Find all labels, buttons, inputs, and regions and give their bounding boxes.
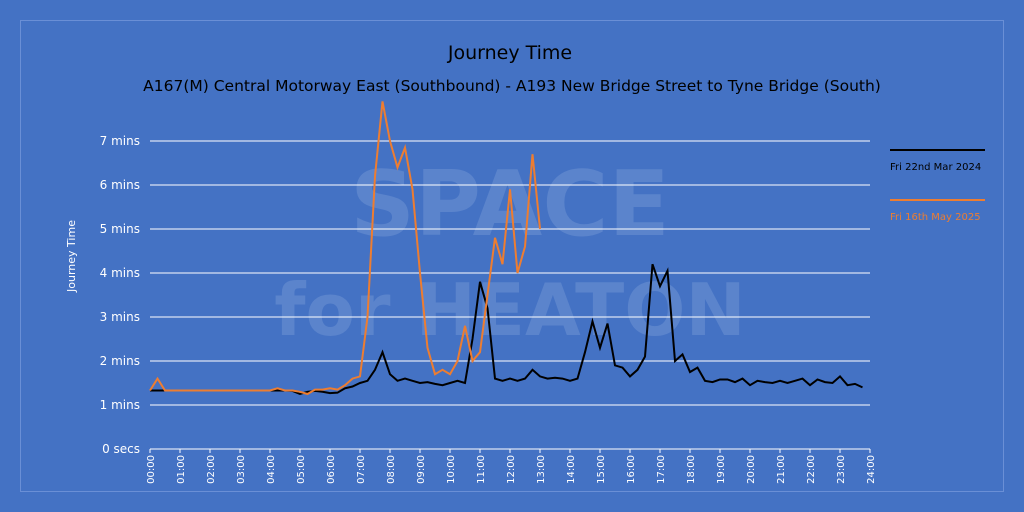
x-tick-label: 08:00 bbox=[386, 455, 397, 484]
x-tick-label: 15:00 bbox=[596, 455, 607, 484]
x-tick-label: 10:00 bbox=[446, 455, 457, 484]
x-tick-label: 12:00 bbox=[506, 455, 517, 484]
x-tick-label: 18:00 bbox=[686, 455, 697, 484]
y-tick-label: 7 mins bbox=[100, 134, 140, 148]
y-tick-label: 5 mins bbox=[100, 222, 140, 236]
x-tick-label: 02:00 bbox=[206, 455, 217, 484]
y-tick-label: 3 mins bbox=[100, 310, 140, 324]
y-tick-label: 2 mins bbox=[100, 354, 140, 368]
frame bbox=[20, 20, 1004, 492]
x-tick-label: 03:00 bbox=[236, 455, 247, 484]
x-tick-label: 01:00 bbox=[176, 455, 187, 484]
chart-title: Journey Time bbox=[447, 42, 572, 64]
y-tick-label: 4 mins bbox=[100, 266, 140, 280]
x-tick-label: 23:00 bbox=[836, 455, 847, 484]
legend-label: Fri 22nd Mar 2024 bbox=[890, 162, 981, 173]
legend-label: Fri 16th May 2025 bbox=[890, 212, 981, 223]
x-tick-label: 06:00 bbox=[326, 455, 337, 484]
x-tick-label: 05:00 bbox=[296, 455, 307, 484]
x-tick-label: 17:00 bbox=[656, 455, 667, 484]
x-tick-label: 00:00 bbox=[146, 455, 157, 484]
x-tick-label: 14:00 bbox=[566, 455, 577, 484]
x-tick-label: 09:00 bbox=[416, 455, 427, 484]
x-tick-label: 16:00 bbox=[626, 455, 637, 484]
x-tick-label: 22:00 bbox=[806, 455, 817, 484]
x-tick-label: 11:00 bbox=[476, 455, 487, 484]
x-tick-label: 07:00 bbox=[356, 455, 367, 484]
y-tick-label: 1 mins bbox=[100, 398, 140, 412]
series-line bbox=[149, 101, 541, 396]
y-axis-label: Journey Time bbox=[65, 220, 78, 293]
x-tick-label: 04:00 bbox=[266, 455, 277, 484]
chart-subtitle: A167(M) Central Motorway East (Southboun… bbox=[143, 77, 881, 95]
x-tick-label: 21:00 bbox=[776, 455, 787, 484]
x-tick-label: 20:00 bbox=[746, 455, 757, 484]
watermark: for HEATON bbox=[274, 268, 746, 352]
x-tick-label: 24:00 bbox=[866, 455, 877, 484]
y-tick-label: 0 secs bbox=[102, 442, 140, 456]
y-tick-label: 6 mins bbox=[100, 178, 140, 192]
x-tick-label: 13:00 bbox=[536, 455, 547, 484]
x-tick-label: 19:00 bbox=[716, 455, 727, 484]
watermark: SPACE bbox=[350, 152, 670, 257]
